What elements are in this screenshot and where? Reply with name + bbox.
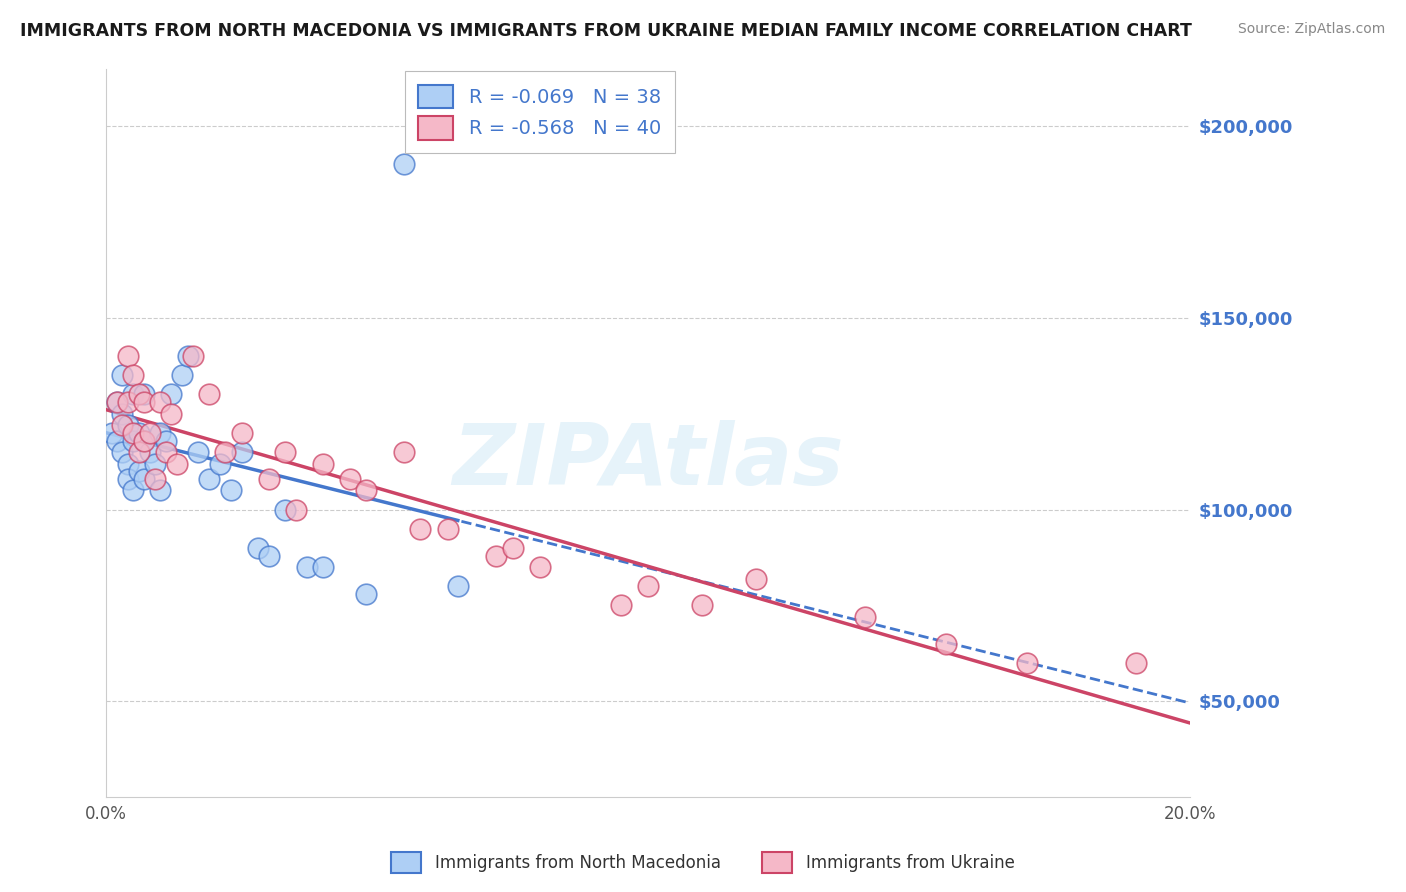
Point <box>155 434 177 448</box>
Point <box>485 549 508 563</box>
Point <box>134 434 156 448</box>
Point <box>312 457 335 471</box>
Point <box>257 549 280 563</box>
Point <box>436 522 458 536</box>
Point <box>160 387 183 401</box>
Point <box>935 637 957 651</box>
Point <box>138 425 160 440</box>
Point <box>128 425 150 440</box>
Point <box>274 445 297 459</box>
Point <box>143 457 166 471</box>
Text: ZIPAtlas: ZIPAtlas <box>453 420 844 503</box>
Point <box>143 472 166 486</box>
Point <box>117 472 139 486</box>
Point <box>181 349 204 363</box>
Point <box>122 368 145 383</box>
Point <box>117 457 139 471</box>
Point <box>231 445 253 459</box>
Point <box>117 418 139 433</box>
Point <box>111 445 134 459</box>
Point <box>128 464 150 478</box>
Point <box>155 445 177 459</box>
Legend: Immigrants from North Macedonia, Immigrants from Ukraine: Immigrants from North Macedonia, Immigra… <box>385 846 1021 880</box>
Point <box>853 610 876 624</box>
Point <box>339 472 361 486</box>
Point <box>219 483 242 498</box>
Point <box>447 579 470 593</box>
Point <box>122 483 145 498</box>
Point <box>231 425 253 440</box>
Point <box>745 572 768 586</box>
Point <box>134 434 156 448</box>
Point <box>409 522 432 536</box>
Point <box>134 472 156 486</box>
Point <box>149 425 172 440</box>
Point <box>166 457 188 471</box>
Point <box>246 541 269 555</box>
Point <box>122 387 145 401</box>
Point <box>284 502 307 516</box>
Point <box>274 502 297 516</box>
Point <box>529 560 551 574</box>
Point <box>105 395 128 409</box>
Point <box>117 349 139 363</box>
Point <box>128 387 150 401</box>
Point <box>356 587 378 601</box>
Point <box>105 434 128 448</box>
Point <box>394 445 416 459</box>
Point <box>176 349 198 363</box>
Point <box>134 395 156 409</box>
Point <box>128 445 150 459</box>
Point <box>117 395 139 409</box>
Point <box>312 560 335 574</box>
Point <box>214 445 236 459</box>
Point <box>122 425 145 440</box>
Legend: R = -0.069   N = 38, R = -0.568   N = 40: R = -0.069 N = 38, R = -0.568 N = 40 <box>405 71 675 153</box>
Point <box>138 445 160 459</box>
Point <box>160 407 183 421</box>
Point <box>122 434 145 448</box>
Point <box>1125 656 1147 670</box>
Point <box>637 579 659 593</box>
Point <box>1017 656 1039 670</box>
Point <box>198 387 221 401</box>
Point <box>208 457 231 471</box>
Text: IMMIGRANTS FROM NORTH MACEDONIA VS IMMIGRANTS FROM UKRAINE MEDIAN FAMILY INCOME : IMMIGRANTS FROM NORTH MACEDONIA VS IMMIG… <box>20 22 1191 40</box>
Point <box>394 157 416 171</box>
Point <box>187 445 209 459</box>
Point <box>111 418 134 433</box>
Point <box>172 368 194 383</box>
Point <box>149 483 172 498</box>
Point <box>134 387 156 401</box>
Point <box>690 599 713 613</box>
Point <box>105 395 128 409</box>
Point <box>502 541 524 555</box>
Point <box>111 368 134 383</box>
Point <box>198 472 221 486</box>
Point <box>257 472 280 486</box>
Text: Source: ZipAtlas.com: Source: ZipAtlas.com <box>1237 22 1385 37</box>
Point <box>356 483 378 498</box>
Point <box>111 407 134 421</box>
Point <box>100 425 122 440</box>
Point <box>149 395 172 409</box>
Point <box>295 560 318 574</box>
Point <box>610 599 633 613</box>
